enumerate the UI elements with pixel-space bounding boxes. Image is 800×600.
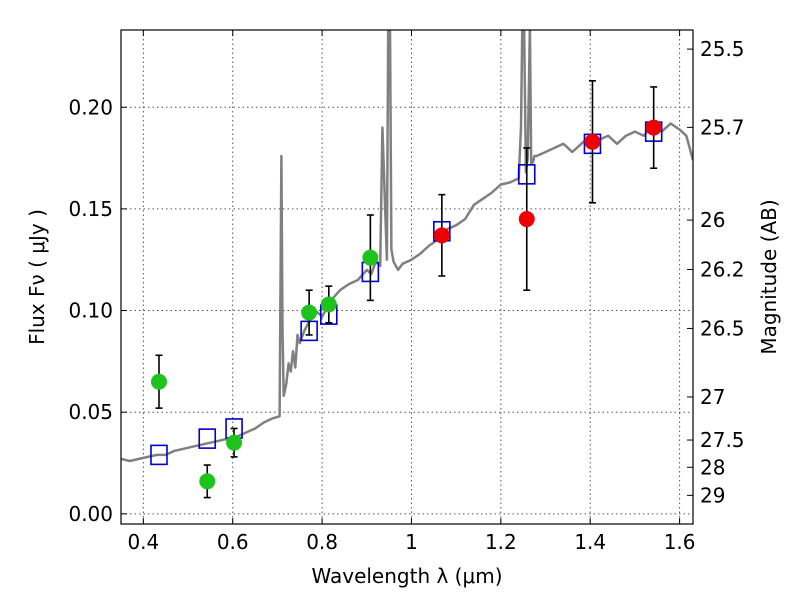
- optical-data-point: [362, 249, 379, 266]
- grid: [121, 30, 693, 524]
- x-tick-label: 1.4: [574, 530, 606, 554]
- magnitude-tick-label: 25.7: [700, 115, 745, 139]
- magnitude-tick-label: 26.5: [700, 316, 745, 340]
- magnitude-tick-label: 29: [700, 483, 725, 507]
- model-spectrum-line: [121, 30, 693, 463]
- magnitude-tick-label: 27: [700, 385, 725, 409]
- x-tick-label: 0.8: [306, 530, 338, 554]
- x-tick-label: 0.6: [217, 530, 249, 554]
- magnitude-axis-label: Magnitude (AB): [757, 199, 781, 354]
- nir-data-point: [518, 211, 535, 228]
- magnitude-tick-label: 26: [700, 208, 725, 232]
- y-axis-label: Flux Fν ( μJy ): [25, 209, 49, 345]
- plot-area: [121, 30, 693, 499]
- magnitude-tick-label: 25.5: [700, 37, 745, 61]
- y-tick-label: 0.10: [68, 299, 113, 323]
- y-tick-label: 0.00: [68, 502, 113, 526]
- y-tick-label: 0.20: [68, 95, 113, 119]
- model-photometry-square: [198, 428, 217, 449]
- x-axis-label: Wavelength λ (μm): [311, 564, 502, 588]
- nir-data-point: [645, 119, 662, 136]
- y-tick-label: 0.05: [68, 400, 113, 424]
- nir-data-point: [584, 133, 601, 150]
- magnitude-tick-label: 28: [700, 455, 725, 479]
- magnitude-tick-label: 26.2: [700, 257, 745, 281]
- y-axis-ticks: 0.00 0.05 0.10 0.15 0.20: [68, 95, 127, 526]
- y-tick-label: 0.15: [68, 197, 113, 221]
- optical-data-point: [301, 304, 318, 321]
- observed-photometry-markers: [150, 119, 662, 490]
- x-tick-label: 1: [405, 530, 418, 554]
- nir-data-point: [433, 227, 450, 244]
- plot-frame: [120, 29, 694, 525]
- magnitude-axis-ticks: 25.5 25.7 26 26.2 26.5 27 27.5 28 29: [687, 37, 745, 507]
- x-tick-label: 0.4: [127, 530, 159, 554]
- optical-data-point: [150, 373, 167, 390]
- x-axis-ticks: 0.4 0.6 0.8 1 1.2 1.4 1.6: [127, 30, 696, 554]
- optical-data-point: [199, 473, 216, 490]
- model-photometry-square: [150, 444, 168, 466]
- optical-data-point: [226, 434, 243, 451]
- x-tick-label: 1.2: [485, 530, 517, 554]
- optical-data-point: [320, 296, 337, 313]
- magnitude-tick-label: 27.5: [700, 428, 745, 452]
- x-tick-label: 1.6: [664, 530, 696, 554]
